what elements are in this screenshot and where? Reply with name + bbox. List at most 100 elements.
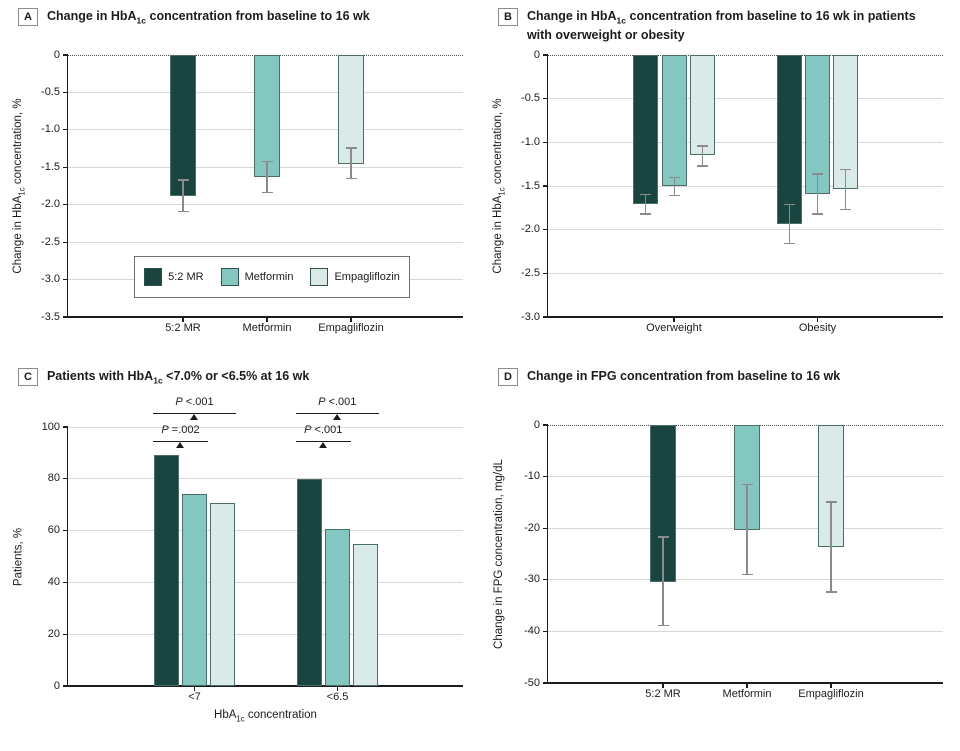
panel-d-letter: D: [498, 368, 518, 386]
y-tick-mark: [543, 98, 548, 100]
p-bracket-arrow: [318, 442, 327, 448]
y-tick-mark: [543, 272, 548, 274]
y-tick-label: -10: [524, 470, 540, 483]
x-category-label: Metformin: [722, 688, 772, 700]
y-axis-line: [546, 425, 548, 684]
panel-a-title: Change in HbA1c concentration from basel…: [47, 8, 370, 27]
legend-item-metformin: Metformin: [220, 268, 294, 286]
plot-area-b: 0 -0.5 -1.0 -1.5 -2.0 -2.5 -3.0 Overweight Obesi…: [480, 0, 960, 360]
error-bar-cap: [657, 536, 669, 538]
title-subscript: 1c: [136, 15, 147, 26]
title-text: Change in HbA: [46, 9, 137, 23]
title-text: Change in HbA: [526, 9, 617, 23]
bar-metformin: [662, 55, 687, 186]
x-category-label: Obesity: [798, 322, 837, 334]
x-category-label: <6.5: [326, 691, 349, 703]
y-tick-mark: [543, 141, 548, 143]
p-value-label: P <.001: [175, 396, 214, 408]
panel-a-header: A Change in HbA1c concentration from bas…: [18, 8, 370, 27]
error-bar-cap: [640, 193, 651, 196]
y-tick-mark: [63, 316, 68, 318]
y-tick-mark: [543, 630, 548, 632]
p-bracket-arrow: [176, 442, 184, 448]
y-tick-label: -2.0: [41, 198, 60, 211]
y-tick-label: -3.0: [521, 310, 540, 323]
x-tick-mark: [266, 317, 268, 322]
y-tick-mark: [63, 426, 68, 428]
error-bar-cap: [657, 624, 669, 627]
x-tick-mark: [350, 317, 352, 322]
p-value-label: P =.002: [161, 424, 200, 436]
y-tick-label: 80: [47, 472, 60, 485]
x-category-label: 5:2 MR: [165, 322, 201, 334]
error-bar-line: [701, 145, 704, 166]
x-category-label: <7: [188, 691, 201, 703]
x-category-label: Empagliflozin: [798, 688, 864, 700]
error-bar-cap: [177, 179, 189, 181]
y-axis-line: [546, 55, 548, 318]
error-bar-line: [662, 536, 664, 626]
x-axis-line: [68, 316, 463, 318]
title-text: Patients with HbA: [46, 369, 154, 383]
bar-5-2-mr: [170, 55, 196, 196]
error-bar-cap: [669, 176, 680, 179]
error-bar-cap: [825, 591, 837, 593]
y-tick-label: -2.5: [41, 235, 60, 248]
x-tick-mark: [746, 683, 748, 688]
bar-empagliflozin: [210, 503, 235, 686]
legend-label: Metformin: [244, 271, 294, 283]
gridline: [548, 272, 943, 274]
gridline: [548, 579, 943, 581]
y-tick-label: -40: [524, 624, 540, 637]
error-bar-line: [266, 161, 268, 193]
p-bracket-line: [153, 441, 208, 442]
y-tick-label: -3.5: [41, 310, 60, 323]
bar-5-2-mr: [650, 425, 676, 582]
gridline: [68, 530, 463, 532]
error-bar-cap: [840, 208, 851, 211]
error-bar-line: [746, 484, 748, 575]
y-tick-mark: [543, 54, 548, 56]
y-tick-mark: [63, 204, 68, 206]
bar-5-2-mr: [633, 55, 658, 205]
error-bar-line: [673, 177, 676, 196]
error-bar-line: [788, 204, 791, 244]
error-bar-cap: [812, 213, 823, 215]
y-axis-title: Change in FPG concentration, mg/dL: [493, 459, 505, 649]
plot-area-d: 0 -10 -20 -30 -40 -50 5:2 MR Metformin Empaglifl…: [480, 360, 960, 751]
p-bracket-arrow: [190, 414, 198, 420]
legend-swatch-icon: [144, 268, 163, 286]
title-line2: with overweight or obesity: [526, 27, 685, 42]
y-tick-label: -50: [524, 676, 540, 689]
bar-5-2-mr: [154, 455, 179, 686]
y-tick-label: 0: [53, 679, 60, 692]
gridline: [68, 241, 463, 243]
error-bar-cap: [697, 145, 708, 147]
error-bar-cap: [812, 173, 823, 175]
bar-5-2-mr: [777, 55, 802, 225]
y-axis-line: [66, 55, 68, 318]
gridline: [548, 98, 943, 100]
x-tick-mark: [336, 686, 339, 691]
y-tick-mark: [543, 185, 548, 187]
gridline: [68, 204, 463, 206]
x-axis-line: [548, 316, 943, 318]
legend-label: Empagliflozin: [334, 271, 400, 283]
error-bar-cap: [177, 210, 189, 213]
legend-swatch-icon: [220, 268, 239, 286]
y-tick-label: -20: [524, 521, 540, 534]
bar-empagliflozin: [833, 55, 858, 190]
y-tick-mark: [63, 581, 68, 583]
plot-area-c: 0 20 40 60 80 100 <7 <6.5 Patients, % HbA1c conce…: [0, 360, 480, 751]
panel-d-header: D Change in FPG concentration from basel…: [498, 368, 840, 387]
error-bar-cap: [825, 501, 837, 503]
gridline: [68, 426, 463, 428]
error-bar-cap: [261, 191, 273, 194]
panel-c: C Patients with HbA1c <7.0% or <6.5% at …: [0, 360, 480, 751]
y-tick-label: -0.5: [521, 92, 540, 105]
x-tick-mark: [830, 683, 832, 688]
error-bar-line: [644, 194, 647, 214]
zero-baseline: [548, 55, 943, 56]
y-tick-label: -30: [524, 573, 540, 586]
